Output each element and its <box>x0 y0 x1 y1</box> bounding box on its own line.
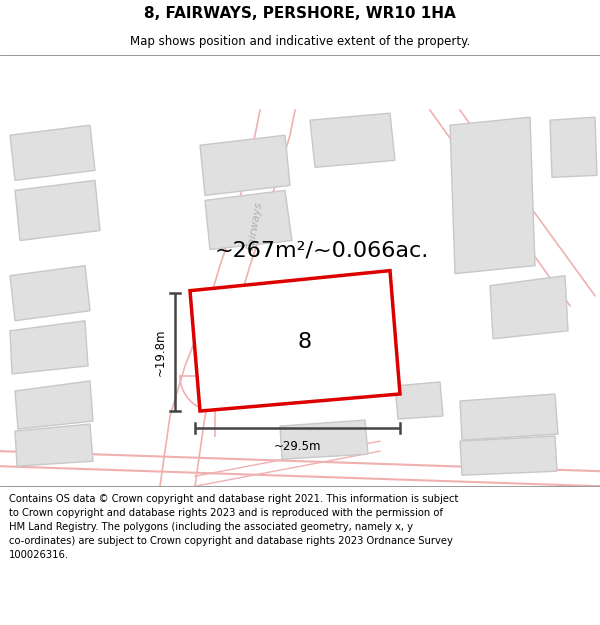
Polygon shape <box>280 420 368 459</box>
Text: 8: 8 <box>298 332 312 352</box>
Polygon shape <box>290 354 373 402</box>
Text: ~267m²/~0.066ac.: ~267m²/~0.066ac. <box>215 241 429 261</box>
Polygon shape <box>205 191 292 249</box>
Text: Map shows position and indicative extent of the property.: Map shows position and indicative extent… <box>130 35 470 48</box>
Polygon shape <box>10 266 90 321</box>
Text: ~29.5m: ~29.5m <box>274 440 321 453</box>
Polygon shape <box>450 117 535 274</box>
Polygon shape <box>10 321 88 374</box>
Polygon shape <box>15 424 93 466</box>
Polygon shape <box>10 125 95 181</box>
Polygon shape <box>460 394 558 440</box>
Text: Fairways: Fairways <box>246 201 264 251</box>
Polygon shape <box>395 382 443 419</box>
Polygon shape <box>310 113 395 168</box>
Text: 8, FAIRWAYS, PERSHORE, WR10 1HA: 8, FAIRWAYS, PERSHORE, WR10 1HA <box>144 6 456 21</box>
Polygon shape <box>290 298 375 352</box>
Polygon shape <box>15 181 100 241</box>
Polygon shape <box>490 276 568 339</box>
Polygon shape <box>15 381 93 429</box>
Text: Contains OS data © Crown copyright and database right 2021. This information is : Contains OS data © Crown copyright and d… <box>9 494 458 560</box>
Polygon shape <box>550 117 597 178</box>
Text: ~19.8m: ~19.8m <box>154 328 167 376</box>
Polygon shape <box>200 135 290 196</box>
Polygon shape <box>190 271 400 411</box>
Polygon shape <box>460 436 557 475</box>
